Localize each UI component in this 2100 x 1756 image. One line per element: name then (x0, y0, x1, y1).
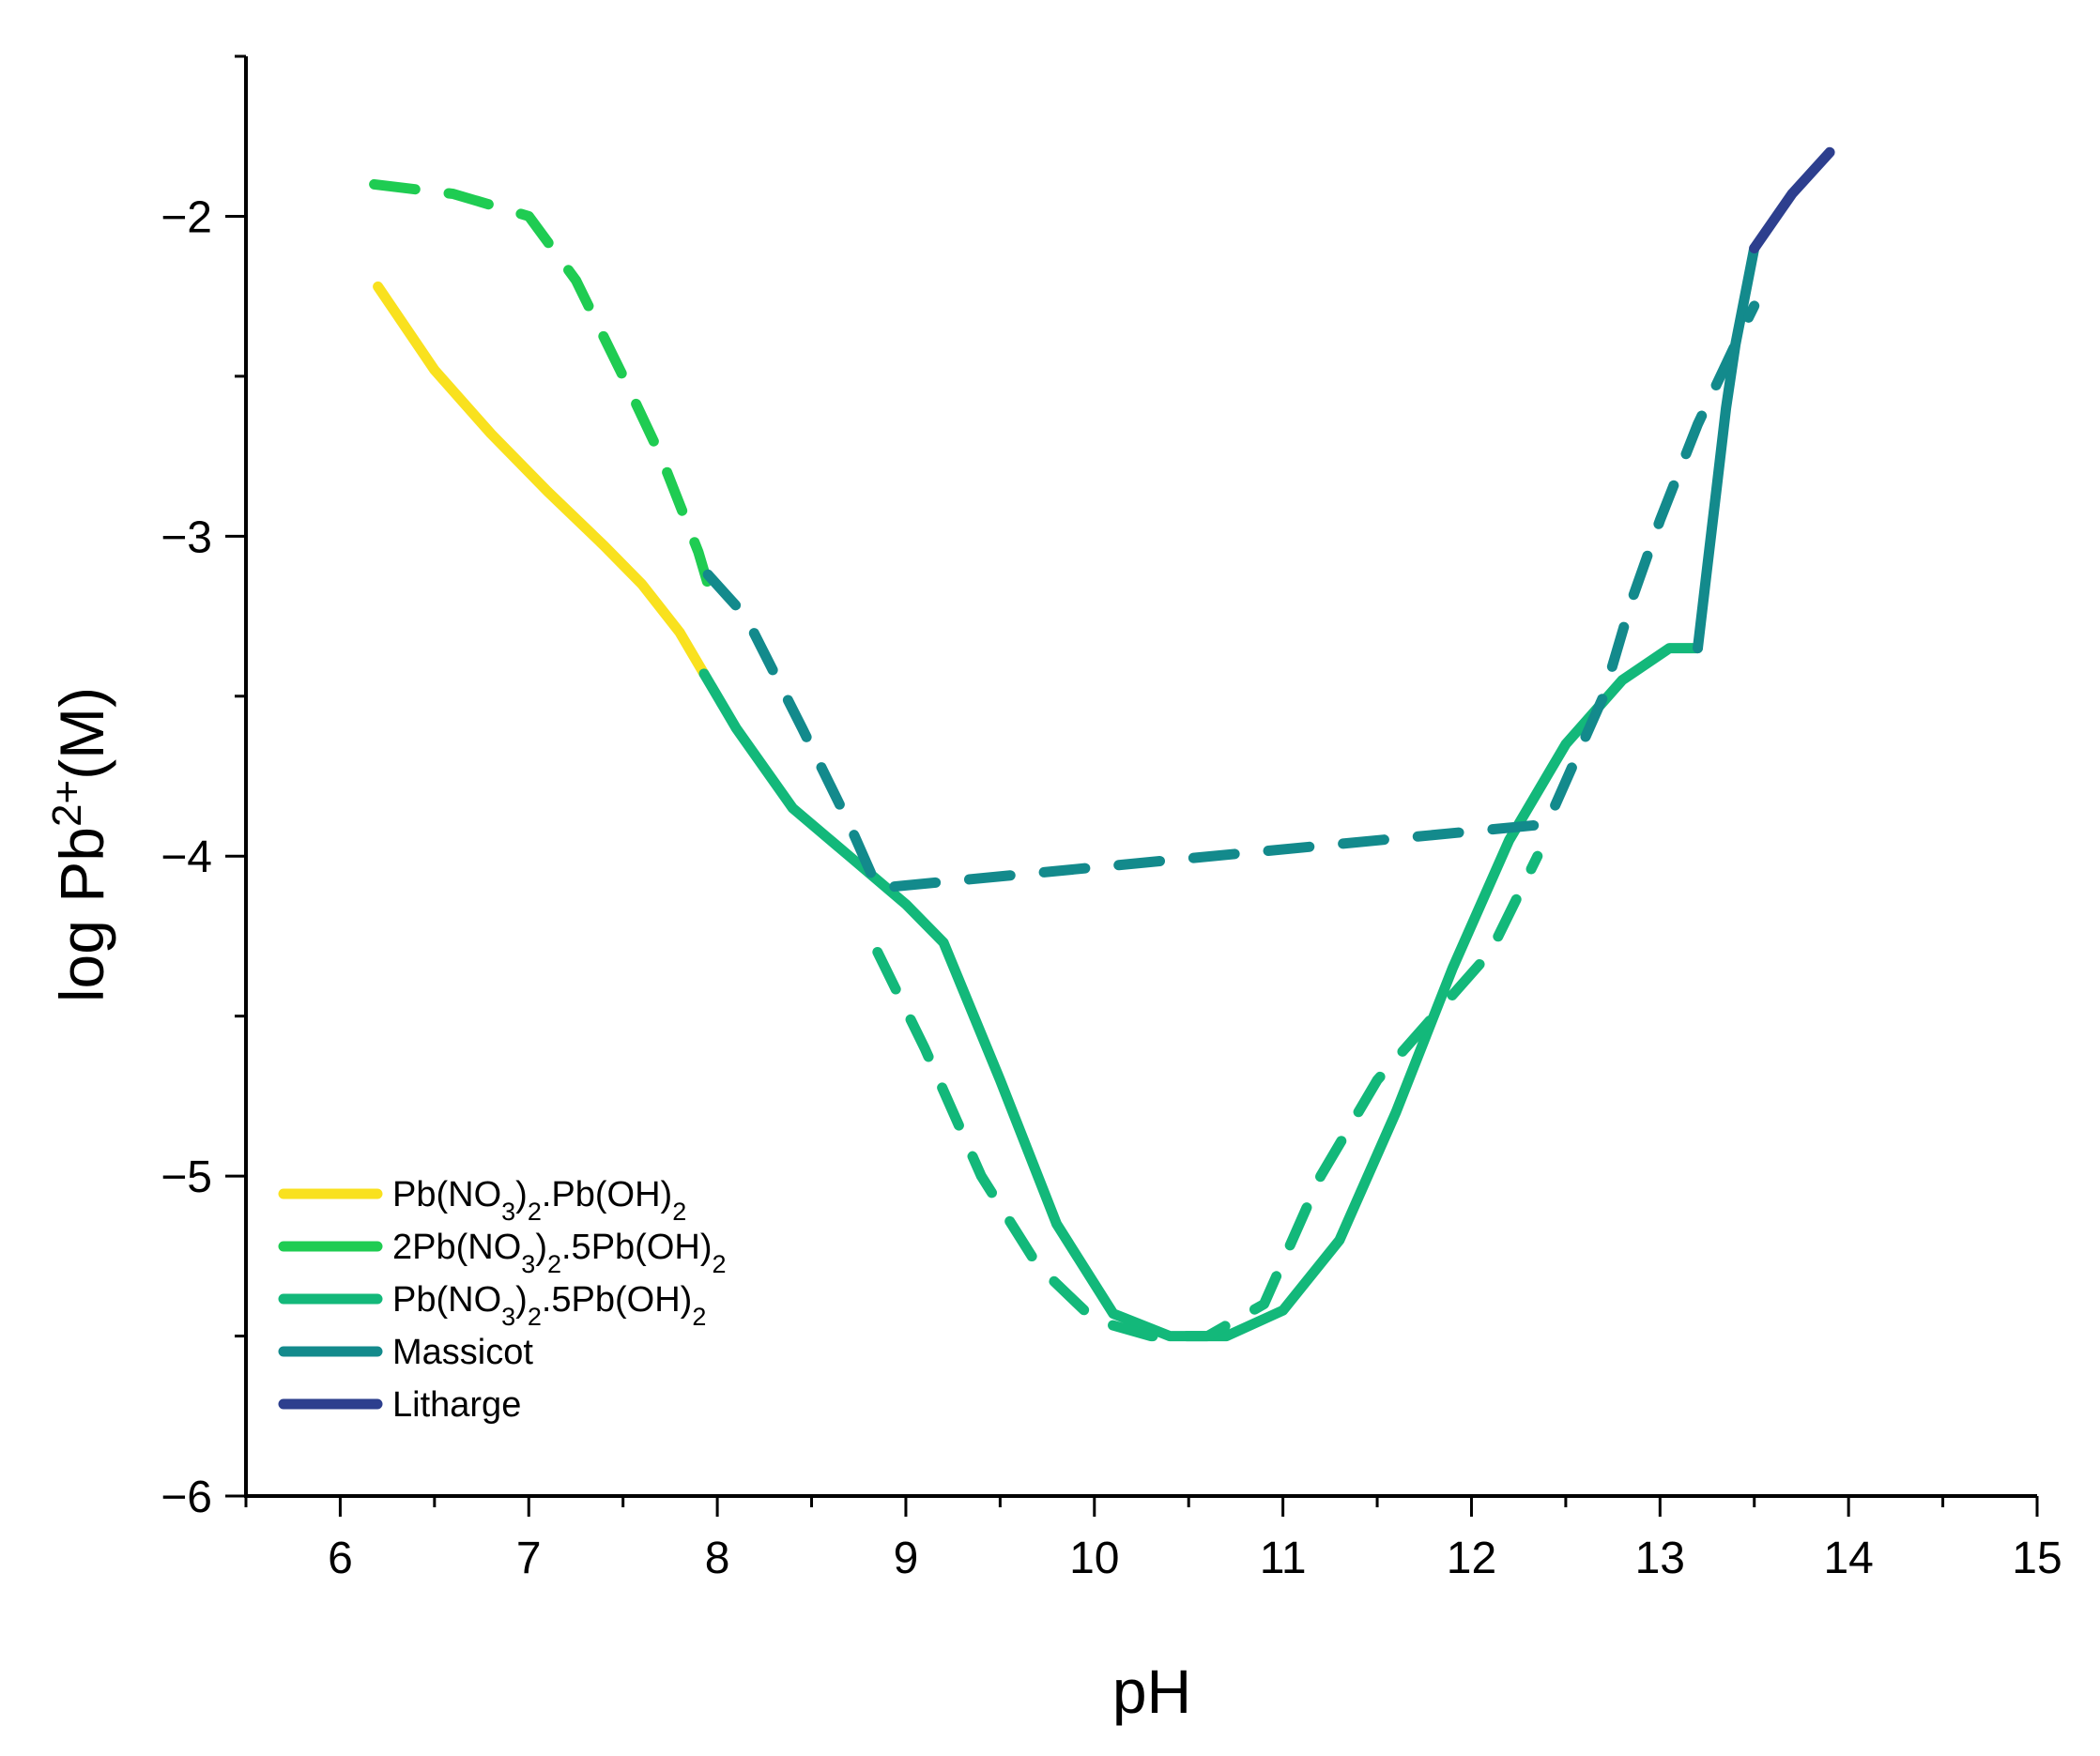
y-axis-title: log Pb2+(M) (44, 687, 116, 1002)
y-tick-label: −2 (161, 192, 212, 242)
y-tick-label: −3 (161, 512, 212, 562)
series-line (1693, 243, 1760, 654)
legend-label: 2Pb(NO3)2.5Pb(OH)2 (392, 1228, 727, 1278)
x-axis-title: pH (1112, 1657, 1191, 1726)
series-line (698, 643, 1703, 1342)
x-tick-label: 7 (516, 1534, 542, 1583)
series-line (702, 300, 1760, 893)
axes (244, 56, 2037, 1498)
x-tick-label: 14 (1823, 1534, 1873, 1583)
x-tick-label: 12 (1447, 1534, 1496, 1583)
legend-label: Massicot (392, 1333, 533, 1372)
legend-label: Pb(NO3)2.Pb(OH)2 (392, 1175, 686, 1226)
y-tick-label: −4 (161, 832, 212, 882)
x-tick-label: 13 (1635, 1534, 1685, 1583)
legend-label: Pb(NO3)2.5Pb(OH)2 (392, 1280, 706, 1331)
series-line (369, 178, 713, 589)
x-tick-label: 10 (1069, 1534, 1119, 1583)
series-line (373, 281, 710, 679)
y-axis-title-sup: 2+ (44, 780, 90, 827)
series-layer (369, 146, 1835, 1342)
x-tick-label: 9 (894, 1534, 919, 1583)
series-line (872, 850, 1543, 1342)
ticks: 6 7 8 9 10 11 12 13 14 15 −6 −5 −4 −3 −2 (161, 54, 2062, 1583)
y-tick-label: −6 (161, 1473, 212, 1522)
y-axis-title-tail: (M) (47, 687, 116, 780)
legend-label: Litharge (392, 1385, 521, 1425)
x-tick-label: 8 (705, 1534, 730, 1583)
x-tick-label: 11 (1260, 1534, 1307, 1583)
x-tick-label: 15 (2012, 1534, 2062, 1583)
y-axis-title-main: log Pb (47, 827, 116, 1002)
x-tick-label: 6 (328, 1534, 353, 1583)
y-tick-label: −5 (161, 1153, 212, 1202)
series-line (1749, 146, 1835, 253)
legend: Pb(NO3)2.Pb(OH)22Pb(NO3)2.5Pb(OH)2Pb(NO3… (278, 1175, 727, 1425)
